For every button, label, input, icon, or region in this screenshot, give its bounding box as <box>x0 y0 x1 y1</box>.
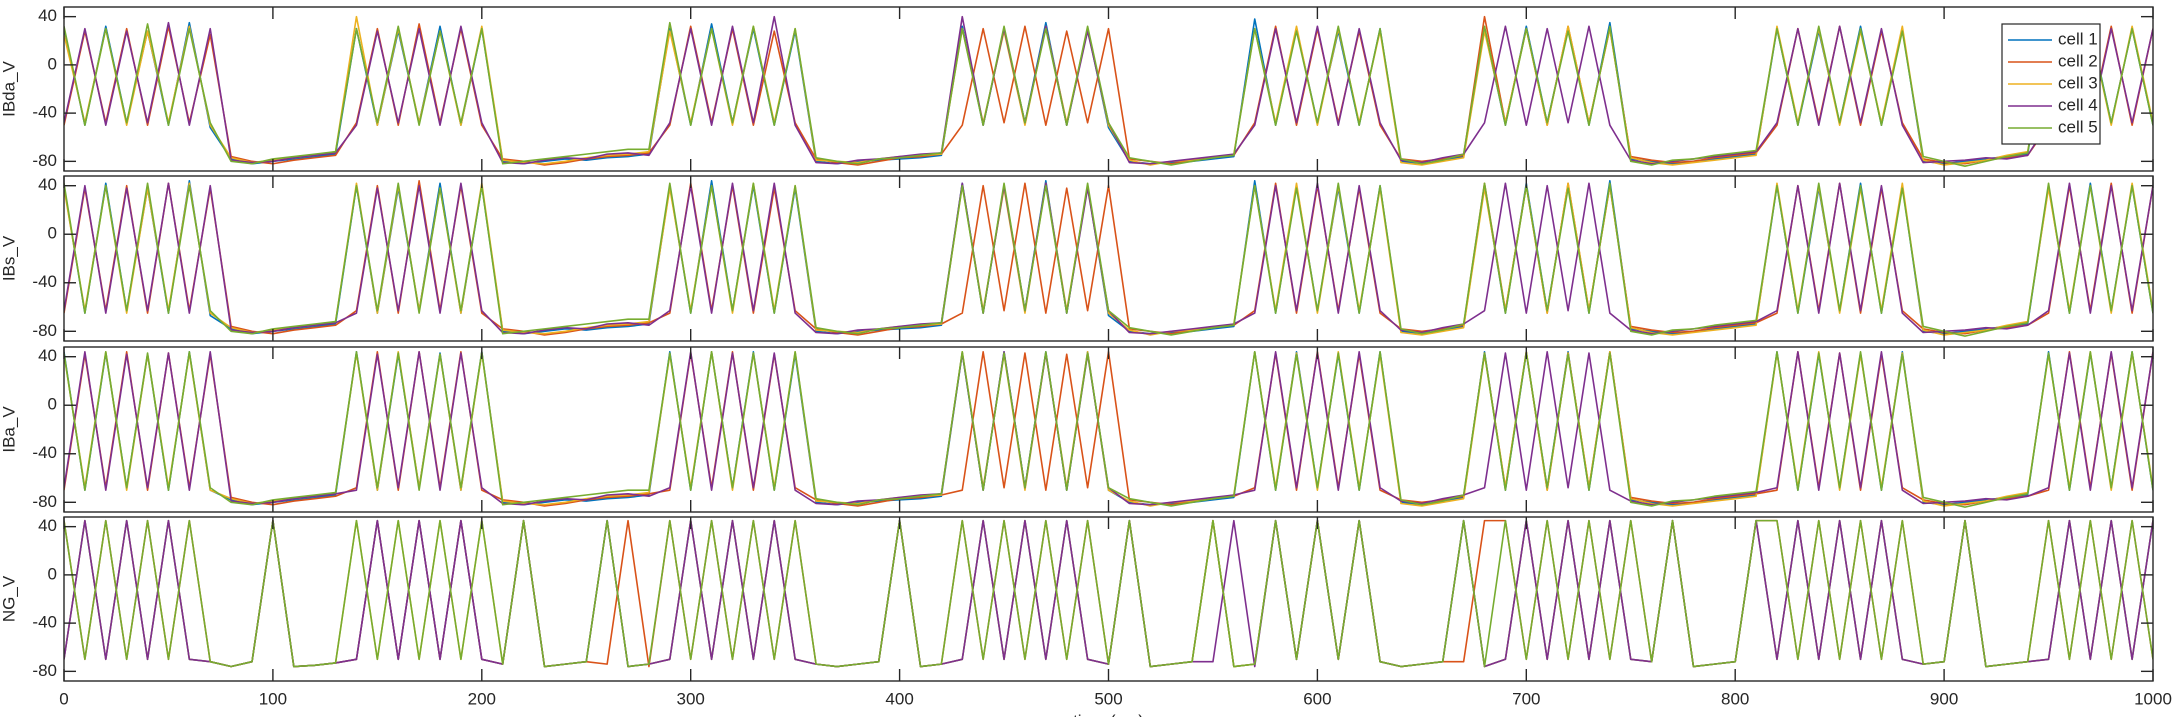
x-tick-label: 200 <box>468 689 496 708</box>
x-tick-label: 100 <box>259 689 287 708</box>
trace <box>64 21 2153 167</box>
trace <box>64 182 2153 336</box>
x-tick-label: 0 <box>59 689 68 708</box>
y-tick-label: 40 <box>38 516 57 535</box>
trace <box>64 18 2153 165</box>
trace <box>64 519 2153 668</box>
legend-label: cell 1 <box>2058 29 2098 48</box>
trace <box>64 182 2153 337</box>
trace <box>64 519 2153 668</box>
trace <box>64 351 2153 506</box>
plot-area <box>64 519 2153 668</box>
plot-area <box>64 180 2153 337</box>
plot-area <box>64 351 2153 508</box>
y-tick-label: -40 <box>32 613 57 632</box>
y-tick-label: -80 <box>32 661 57 680</box>
legend-label: cell 2 <box>2058 51 2098 70</box>
legend: cell 1 cell 2 cell 3 cell 4 cell 5 <box>2001 23 2101 145</box>
y-axis-label: NG_V <box>0 575 18 622</box>
y-tick-label: 40 <box>38 6 57 25</box>
y-tick-label: 40 <box>38 175 57 194</box>
y-tick-label: -40 <box>32 443 57 462</box>
legend-label: cell 5 <box>2058 117 2098 136</box>
plot-area <box>64 15 2153 167</box>
x-tick-label: 300 <box>677 689 705 708</box>
trace <box>64 519 2153 668</box>
x-tick-label: 1000 <box>2134 689 2172 708</box>
y-axis-label: IBs_V <box>0 235 18 281</box>
legend-label: cell 3 <box>2058 73 2098 92</box>
trace <box>64 15 2153 166</box>
x-tick-label: 600 <box>1303 689 1331 708</box>
y-tick-label: -80 <box>32 321 57 340</box>
y-tick-label: -80 <box>32 492 57 511</box>
y-tick-label: 0 <box>48 395 57 414</box>
x-tick-label: 700 <box>1512 689 1540 708</box>
trace <box>64 351 2153 508</box>
y-tick-label: -40 <box>32 103 57 122</box>
y-axis-label: IBa_V <box>0 406 18 453</box>
y-tick-label: -40 <box>32 272 57 291</box>
y-tick-label: -80 <box>32 151 57 170</box>
x-tick-label: 500 <box>1094 689 1122 708</box>
x-tick-label: 800 <box>1721 689 1749 708</box>
trace <box>64 519 2153 668</box>
trace <box>64 15 2153 165</box>
y-tick-label: 0 <box>48 54 57 73</box>
x-tick-label: 900 <box>1930 689 1958 708</box>
x-tick-label: 400 <box>885 689 913 708</box>
y-axis-label: IBda_V <box>0 60 18 116</box>
y-tick-label: 0 <box>48 564 57 583</box>
trace <box>64 15 2153 166</box>
legend-label: cell 4 <box>2058 95 2098 114</box>
trace <box>64 351 2153 506</box>
x-axis-label: time (ms) <box>1073 711 1144 717</box>
y-tick-label: 40 <box>38 346 57 365</box>
y-tick-label: 0 <box>48 224 57 243</box>
trace <box>64 519 2153 668</box>
